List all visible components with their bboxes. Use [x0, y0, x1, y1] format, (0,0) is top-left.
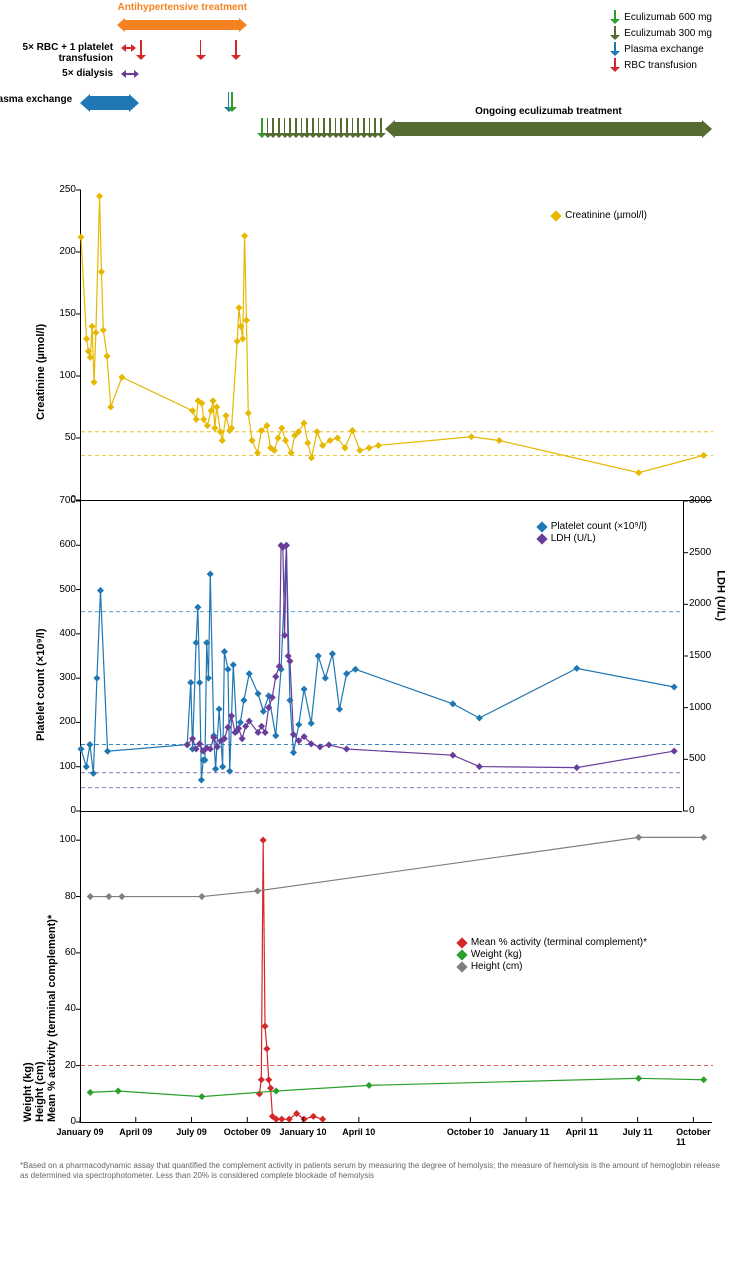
legend-row: Plasma exchange: [610, 42, 712, 56]
y-tick-label-right: 2000: [689, 598, 719, 609]
x-tick-label: April 09: [119, 1127, 152, 1137]
x-tick-label: July 11: [623, 1127, 653, 1137]
y-tick-label: 100: [46, 761, 76, 772]
y-tick-label: 200: [46, 246, 76, 257]
timeline-legend: Eculizumab 600 mg Eculizumab 300 mg Plasma…: [610, 10, 712, 74]
h-arrow-icon: [80, 94, 139, 112]
legend-label: Creatinine (µmol/l): [565, 210, 647, 221]
arrow-down-icon: [610, 58, 620, 72]
x-tick-label: April 10: [342, 1127, 375, 1137]
x-tick-label: January 09: [56, 1127, 103, 1137]
y-tick-label: 400: [46, 628, 76, 639]
h-arrow-icon: [385, 120, 712, 138]
panel-legend: Platelet count (×10⁹/l)LDH (U/L): [532, 516, 653, 549]
timeline-row-label: 5× RBC + 1 platelet transfusion: [0, 42, 113, 64]
x-tick-label: October 09: [224, 1127, 271, 1137]
timeline-row-label: 5× dialysis: [0, 68, 113, 79]
panel-legend: Mean % activity (terminal complement)*We…: [452, 932, 653, 977]
treatment-timeline: Eculizumab 600 mg Eculizumab 300 mg Plasma…: [80, 10, 712, 190]
diamond-icon: [536, 533, 547, 544]
diamond-icon: [456, 949, 467, 960]
small-h-arrow-icon: [121, 70, 140, 78]
y-tick-label: 80: [46, 891, 76, 902]
diamond-icon: [550, 210, 561, 221]
timeline-row-label: Ongoing eculizumab treatment: [458, 106, 638, 117]
h-arrow-icon: [117, 18, 247, 32]
y-tick-label: 300: [46, 672, 76, 683]
legend-label: Mean % activity (terminal complement)*: [471, 937, 647, 948]
creatinine-panel: Creatinine (µmol/l) 050100150200250Creat…: [80, 190, 712, 501]
diamond-icon: [456, 961, 467, 972]
v-arrow-icon: [232, 40, 240, 60]
timeline-row-label: Antihypertensive treatment: [102, 2, 262, 13]
y-tick-label: 500: [46, 584, 76, 595]
y-tick-label: 20: [46, 1060, 76, 1071]
legend-label: Plasma exchange: [624, 44, 704, 55]
y-tick-label: 100: [46, 370, 76, 381]
x-tick-label: October 11: [676, 1127, 711, 1147]
y-tick-label-right: 500: [689, 753, 719, 764]
y-tick-label: 250: [46, 184, 76, 195]
legend-label: LDH (U/L): [551, 533, 596, 544]
footnote: *Based on a pharmacodynamic assay that q…: [20, 1161, 722, 1182]
legend-label: Height (cm): [471, 961, 523, 972]
legend-label: Eculizumab 300 mg: [624, 28, 712, 39]
panel3-ylabel-3: Mean % activity (terminal complement)*: [46, 915, 58, 1122]
v-arrow-icon: [137, 40, 145, 60]
legend-row: Eculizumab 300 mg: [610, 26, 712, 40]
growth-panel: Weight (kg) Height (cm) Mean % activity …: [80, 812, 712, 1123]
arrow-down-icon: [610, 42, 620, 56]
y-tick-label: 40: [46, 1003, 76, 1014]
legend-row: RBC transfusion: [610, 58, 712, 72]
y-tick-label: 200: [46, 716, 76, 727]
legend-label: Weight (kg): [471, 949, 522, 960]
arrow-down-icon: [610, 10, 620, 24]
v-arrow-icon: [197, 40, 205, 60]
y-tick-label: 700: [46, 495, 76, 506]
panel1-plot-area: 050100150200250Creatinine (µmol/l): [80, 190, 713, 500]
x-axis: January 09April 09July 09October 09Janua…: [80, 1123, 712, 1153]
y-tick-label-right: 3000: [689, 495, 719, 506]
y-tick-label: 100: [46, 834, 76, 845]
x-tick-label: April 11: [566, 1127, 599, 1137]
legend-label: Platelet count (×10⁹/l): [551, 521, 647, 532]
legend-label: Eculizumab 600 mg: [624, 12, 712, 23]
panel3-ylabel-1: Weight (kg): [22, 1062, 34, 1122]
y-tick-label: 60: [46, 947, 76, 958]
v-arrow-icon: [228, 92, 236, 112]
legend-label: RBC transfusion: [624, 60, 697, 71]
panel3-plot-area: 020406080100Mean % activity (terminal co…: [80, 812, 713, 1122]
panel2-ylabel-right: LDH (U/L): [715, 570, 727, 621]
small-h-arrow-icon: [121, 44, 136, 52]
legend-row: Eculizumab 600 mg: [610, 10, 712, 24]
panel3-ylabel-2: Height (cm): [34, 1062, 46, 1123]
y-tick-label: 600: [46, 539, 76, 550]
y-tick-label: 150: [46, 308, 76, 319]
arrow-down-icon: [610, 26, 620, 40]
panel2-plot-area: 0100200300400500600700050010001500200025…: [80, 501, 684, 811]
y-tick-label-right: 1500: [689, 650, 719, 661]
x-tick-label: January 10: [280, 1127, 327, 1137]
x-tick-label: July 09: [176, 1127, 207, 1137]
plot-svg: [81, 190, 713, 500]
y-tick-label-right: 1000: [689, 702, 719, 713]
y-tick-label: 0: [46, 1116, 76, 1127]
x-tick-label: October 10: [447, 1127, 494, 1137]
diamond-icon: [536, 521, 547, 532]
y-tick-label: 50: [46, 432, 76, 443]
platelet-ldh-panel: Platelet count (×10⁹/l) LDH (U/L) 010020…: [80, 501, 682, 812]
x-tick-label: January 11: [503, 1127, 550, 1137]
timeline-row-label: 43× plasma exchange: [0, 94, 72, 105]
diamond-icon: [456, 937, 467, 948]
y-tick-label-right: 2500: [689, 547, 719, 558]
panel-legend: Creatinine (µmol/l): [546, 205, 653, 226]
